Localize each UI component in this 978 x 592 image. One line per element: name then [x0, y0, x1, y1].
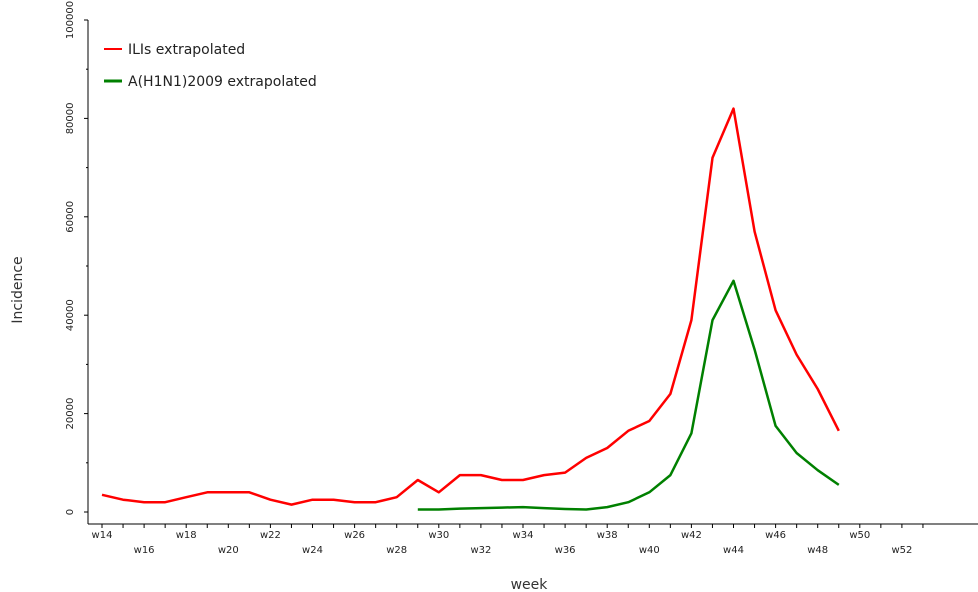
series-layer: [101, 107, 840, 511]
x-tick-label: w46: [765, 530, 786, 541]
y-tick-label: 80000: [65, 102, 76, 134]
x-tick-label: w16: [134, 545, 155, 556]
x-tick-label: w34: [513, 530, 534, 541]
x-tick-label: w22: [260, 530, 281, 541]
series-line-h1n1: [417, 279, 840, 511]
x-tick-label: w28: [386, 545, 407, 556]
series-line-ils: [101, 107, 840, 506]
y-tick-label: 20000: [65, 398, 76, 430]
x-tick-label: w52: [891, 545, 912, 556]
x-tick-label: w24: [302, 545, 323, 556]
x-tick-label: w26: [344, 530, 365, 541]
x-tick-label: w50: [849, 530, 870, 541]
x-tick-label: w14: [92, 530, 113, 541]
y-ticks: 0 20000 40000 60000 80000 100000: [65, 1, 88, 515]
x-ticks: w14 w16 w18 w20 w22 w24 w26 w28 w30 w32 w34 w36 w38 w…: [92, 524, 924, 556]
y-tick-label: 40000: [65, 299, 76, 331]
x-tick-label: w48: [807, 545, 828, 556]
legend-label-h1n1: A(H1N1)2009 extrapolated: [128, 74, 317, 90]
x-tick-label: w40: [639, 545, 660, 556]
x-tick-label: w42: [681, 530, 702, 541]
legend-label-ils: ILIs extrapolated: [128, 42, 245, 58]
x-tick-label: w20: [218, 545, 239, 556]
y-tick-label: 0: [65, 509, 76, 515]
x-tick-label: w18: [176, 530, 197, 541]
x-tick-label: w38: [597, 530, 618, 541]
x-tick-label: w30: [428, 530, 449, 541]
x-tick-label: w36: [555, 545, 576, 556]
y-axis-title: Incidence: [10, 256, 26, 323]
x-tick-label: w44: [723, 545, 744, 556]
y-tick-label: 100000: [65, 1, 76, 39]
y-tick-label: 60000: [65, 201, 76, 233]
legend: ILIs extrapolated A(H1N1)2009 extrapolat…: [104, 42, 317, 90]
axes: [87, 20, 978, 525]
x-tick-label: w32: [470, 545, 491, 556]
x-axis-title: week: [511, 577, 549, 592]
